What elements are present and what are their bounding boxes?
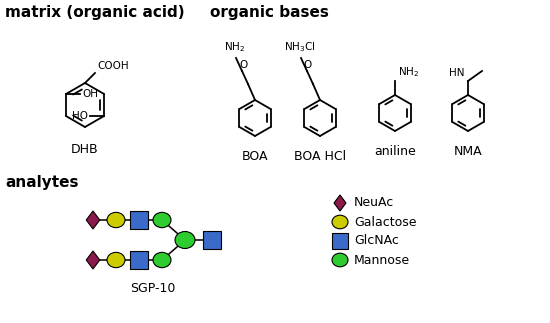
Bar [332,233,348,249]
Ellipse shape [153,212,171,228]
Text: organic bases: organic bases [210,5,329,20]
Text: HN: HN [448,68,464,78]
Text: NH$_2$: NH$_2$ [224,40,245,54]
Ellipse shape [332,215,348,229]
Text: GlcNAc: GlcNAc [354,234,399,247]
Bar [203,231,221,249]
Text: O: O [239,60,247,70]
Polygon shape [86,211,100,229]
Text: HO: HO [72,111,88,121]
Text: analytes: analytes [5,175,79,190]
Text: BOA HCl: BOA HCl [294,150,346,163]
Ellipse shape [153,252,171,268]
Text: COOH: COOH [97,61,129,71]
Ellipse shape [332,253,348,267]
Text: matrix (organic acid): matrix (organic acid) [5,5,185,20]
Text: DHB: DHB [71,143,99,156]
Text: OH: OH [82,89,98,99]
Ellipse shape [107,252,125,268]
Ellipse shape [175,232,195,248]
Text: O: O [304,60,312,70]
Bar [130,251,148,269]
Text: NMA: NMA [454,145,482,158]
Text: aniline: aniline [374,145,416,158]
Text: Mannose: Mannose [354,254,410,266]
Text: NH$_2$: NH$_2$ [398,65,419,79]
Bar [130,211,148,229]
Polygon shape [334,195,346,211]
Polygon shape [86,251,100,269]
Text: Galactose: Galactose [354,215,416,228]
Text: BOA: BOA [242,150,268,163]
Text: SGP-10: SGP-10 [130,282,175,295]
Text: NeuAc: NeuAc [354,196,394,210]
Ellipse shape [107,212,125,228]
Text: NH$_3$Cl: NH$_3$Cl [284,40,316,54]
